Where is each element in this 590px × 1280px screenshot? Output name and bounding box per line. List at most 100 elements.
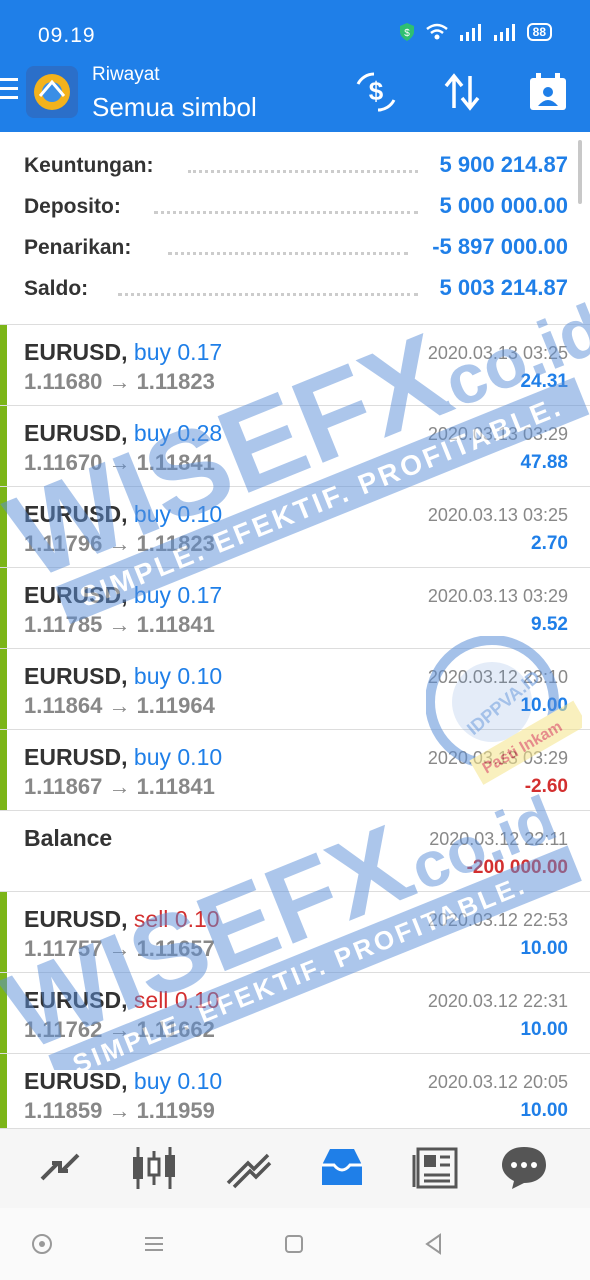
balance-date: 2020.03.12 22:11 (429, 829, 568, 849)
trade-date: 2020.03.13 03:25 (427, 505, 568, 525)
quotes-icon[interactable] (32, 1143, 88, 1193)
trade-date: 2020.03.13 03:29 (427, 586, 568, 606)
trade-date: 2020.03.12 23:10 (427, 667, 568, 687)
dotted-leader (118, 293, 418, 298)
history-icon[interactable] (314, 1143, 370, 1193)
profit-indicator (0, 649, 7, 729)
trade-volume: 0.17 (177, 582, 223, 608)
trade-volume: 0.10 (174, 987, 220, 1013)
dotted-leader (168, 252, 408, 257)
chat-icon[interactable] (496, 1143, 552, 1193)
wifi-icon (425, 23, 448, 40)
recents-icon[interactable] (142, 1232, 166, 1256)
calendar-person-icon[interactable] (526, 70, 570, 114)
shield-dollar-icon: $ (399, 23, 414, 41)
trade-volume: 0.10 (177, 1068, 223, 1094)
currency-exchange-icon[interactable]: $ (354, 70, 398, 114)
trade-side: buy (133, 663, 171, 689)
trade-icon[interactable] (220, 1143, 276, 1193)
summary-value: 5 000 000.00 (439, 193, 568, 218)
trade-row[interactable]: EURUSD, buy 0.28 1.11670 → 1.11841 2020.… (0, 406, 590, 487)
open-price: 1.11796 (24, 531, 103, 556)
battery-indicator: 88 (526, 23, 552, 41)
trade-volume: 0.10 (177, 663, 223, 689)
trade-symbol: EURUSD, (24, 582, 128, 608)
trade-symbol: EURUSD, (24, 1068, 128, 1094)
open-price: 1.11762 (24, 1017, 103, 1042)
trade-row[interactable]: EURUSD, buy 0.10 1.11867 → 1.11841 2020.… (0, 730, 590, 811)
balance-row[interactable]: Balance 2020.03.12 22:11 -200 000.00 (0, 811, 590, 892)
menu-icon[interactable] (0, 78, 18, 102)
trade-side: buy (133, 744, 171, 770)
open-price: 1.11864 (24, 693, 103, 718)
status-bar: 09.19 $ 88 (0, 0, 590, 60)
open-price: 1.11670 (24, 450, 103, 475)
close-price: 1.11662 (136, 1017, 215, 1042)
open-price: 1.11867 (24, 774, 103, 799)
arrow-icon: → (108, 1098, 131, 1123)
chart-icon[interactable] (126, 1143, 182, 1193)
trade-date: 2020.03.13 03:25 (427, 343, 568, 363)
trade-row[interactable]: EURUSD, buy 0.17 1.11680 → 1.11823 2020.… (0, 325, 590, 406)
summary-row-profit: Keuntungan: 5 900 214.87 (24, 146, 568, 186)
scrollbar[interactable] (578, 140, 582, 204)
trade-side: buy (133, 582, 171, 608)
close-price: 1.11841 (136, 774, 215, 799)
trade-row[interactable]: EURUSD, buy 0.10 1.11859 → 1.11959 2020.… (0, 1054, 590, 1135)
close-price: 1.11841 (136, 612, 215, 637)
trade-row[interactable]: EURUSD, buy 0.17 1.11785 → 1.11841 2020.… (0, 568, 590, 649)
history-list: EURUSD, buy 0.17 1.11680 → 1.11823 2020.… (0, 325, 590, 1135)
trade-profit: 47.88 (520, 452, 568, 473)
trade-side: buy (133, 1068, 171, 1094)
trade-profit: 10.00 (520, 695, 568, 716)
summary-value: 5 003 214.87 (439, 275, 568, 300)
arrow-icon: → (108, 450, 131, 475)
trade-row[interactable]: EURUSD, buy 0.10 1.11864 → 1.11964 2020.… (0, 649, 590, 730)
summary-label: Deposito: (24, 195, 121, 218)
close-price: 1.11959 (136, 1098, 215, 1123)
news-icon[interactable] (408, 1143, 464, 1193)
status-time: 09.19 (38, 24, 96, 47)
arrow-icon: → (108, 369, 131, 394)
trade-row[interactable]: EURUSD, sell 0.10 1.11762 → 1.11662 2020… (0, 973, 590, 1054)
trade-side: buy (133, 420, 171, 446)
summary-label: Keuntungan: (24, 154, 154, 177)
trade-date: 2020.03.13 03:29 (427, 424, 568, 444)
profit-indicator (0, 487, 7, 567)
trade-side: sell (133, 987, 169, 1013)
trade-profit: 10.00 (520, 1100, 568, 1121)
trade-row[interactable]: EURUSD, buy 0.10 1.11796 → 1.11823 2020.… (0, 487, 590, 568)
close-price: 1.11823 (136, 369, 215, 394)
trade-volume: 0.10 (174, 906, 220, 932)
profit-indicator (0, 730, 7, 810)
trade-date: 2020.03.12 20:05 (427, 1072, 568, 1092)
profit-indicator (0, 973, 7, 1053)
open-price: 1.11785 (24, 612, 103, 637)
arrow-icon: → (108, 774, 131, 799)
profit-indicator (0, 892, 7, 972)
profit-indicator (0, 406, 7, 486)
page-title[interactable]: Semua simbol (92, 92, 257, 122)
close-price: 1.11657 (136, 936, 215, 961)
home-icon[interactable] (282, 1232, 306, 1256)
sort-icon[interactable] (440, 70, 484, 114)
trade-symbol: EURUSD, (24, 744, 128, 770)
close-price: 1.11823 (136, 531, 215, 556)
balance-amount: -200 000.00 (466, 857, 568, 878)
open-price: 1.11757 (24, 936, 103, 961)
trade-volume: 0.10 (177, 744, 223, 770)
back-icon[interactable] (422, 1232, 446, 1256)
trade-profit: 10.00 (520, 1019, 568, 1040)
svg-text:$: $ (369, 76, 384, 106)
close-price: 1.11964 (136, 693, 215, 718)
summary-label: Penarikan: (24, 236, 132, 259)
assistant-icon[interactable] (30, 1232, 54, 1256)
trade-symbol: EURUSD, (24, 987, 128, 1013)
trade-profit: 10.00 (520, 938, 568, 959)
trade-row[interactable]: EURUSD, sell 0.10 1.11757 → 1.11657 2020… (0, 892, 590, 973)
app-logo (26, 66, 78, 118)
signal-icon-2 (493, 24, 515, 41)
trade-symbol: EURUSD, (24, 906, 128, 932)
trade-profit: 9.52 (531, 614, 568, 635)
trade-profit: 24.31 (520, 371, 568, 392)
